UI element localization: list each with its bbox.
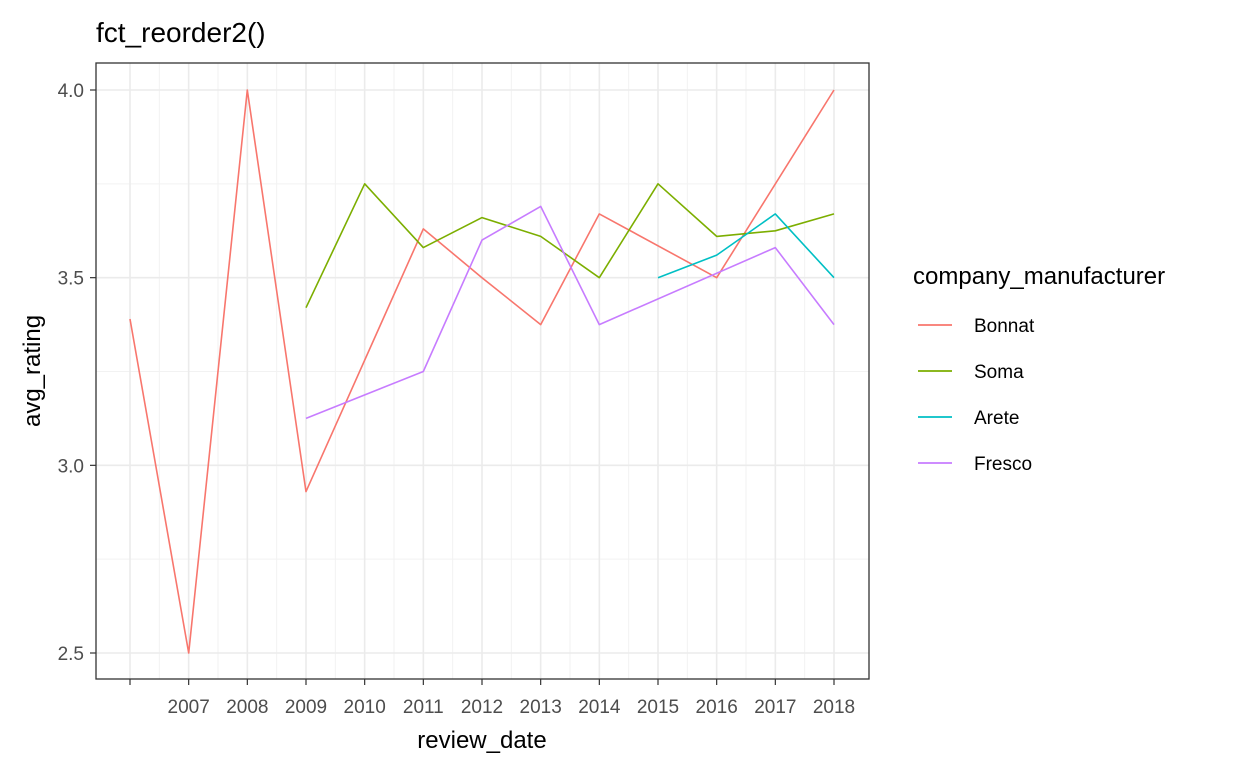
- x-tick-label: 2009: [285, 697, 327, 718]
- series-layer: [129, 89, 835, 654]
- y-tick-label: 3.0: [58, 456, 84, 477]
- x-tick-label: 2010: [344, 697, 386, 718]
- legend-label-fresco: Fresco: [974, 454, 1032, 475]
- legend-label-soma: Soma: [974, 362, 1024, 383]
- x-tick-label: 2014: [578, 697, 621, 718]
- x-tick-label: 2018: [813, 697, 855, 718]
- y-tick-label: 4.0: [58, 81, 84, 102]
- legend-label-arete: Arete: [974, 408, 1019, 429]
- series-line-bonnat: [129, 89, 835, 654]
- legend: company_manufacturer Bonnat Soma Arete Fres…: [913, 263, 1165, 475]
- x-tick-label: 2013: [520, 697, 562, 718]
- y-tick-label: 2.5: [58, 644, 84, 665]
- x-tick-label: 2012: [461, 697, 503, 718]
- x-tick-label: 2008: [226, 697, 268, 718]
- y-axis-title: avg_rating: [19, 315, 46, 427]
- x-tick-label: 2011: [403, 697, 444, 718]
- x-tick-label: 2007: [168, 697, 210, 718]
- x-axis: 2007 2008 2009 2010 2011 2012 2013 2014 2015 2016…: [129, 679, 855, 718]
- x-tick-label: 2015: [637, 697, 679, 718]
- x-axis-title: review_date: [417, 727, 546, 754]
- legend-label-bonnat: Bonnat: [974, 316, 1035, 337]
- grid: [96, 63, 869, 679]
- y-tick-label: 3.5: [58, 269, 84, 290]
- x-tick-label: 2016: [696, 697, 738, 718]
- chart-title: fct_reorder2(): [96, 17, 266, 48]
- legend-title: company_manufacturer: [913, 263, 1165, 290]
- y-axis: 2.5 3.0 3.5 4.0: [58, 81, 96, 665]
- x-tick-label: 2017: [754, 697, 796, 718]
- series-line-arete: [657, 213, 835, 279]
- series-line-fresco: [305, 205, 835, 420]
